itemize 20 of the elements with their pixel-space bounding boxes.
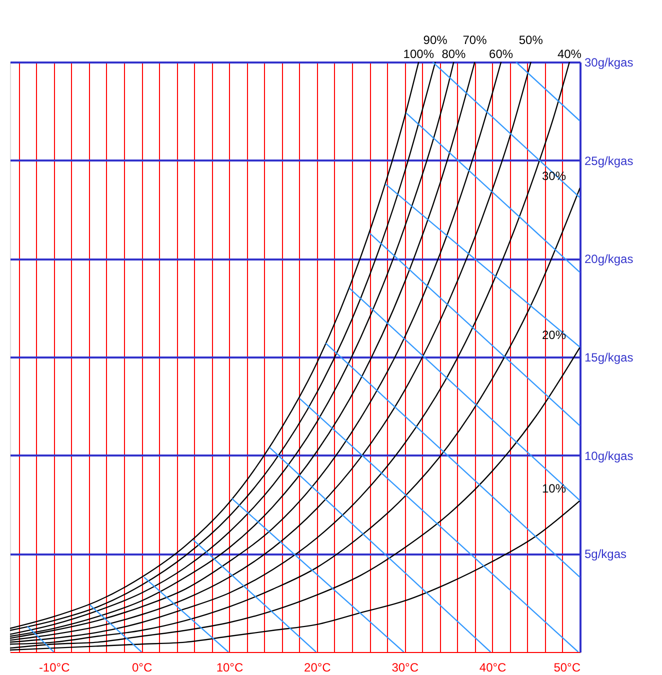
y-tick-label: 10g/kgas [584, 448, 634, 463]
x-tick-label: -10°C [38, 660, 70, 674]
x-tick-label: 40°C [479, 660, 507, 674]
annotation: 40% [557, 47, 582, 61]
y-tick-label: 25g/kgas [584, 154, 634, 168]
x-tick-label: 0°C [132, 660, 152, 674]
annotation: 100% [403, 47, 434, 61]
annotation: 70% [462, 33, 488, 47]
x-tick-label: 10°C [216, 660, 244, 674]
annotation: 90% [423, 33, 448, 47]
y-tick-label: 5g/kgas [584, 547, 627, 562]
x-tick-label: 20°C [304, 660, 332, 674]
x-tick-label: 50°C [554, 660, 581, 674]
x-tick-label: 30°C [392, 660, 419, 674]
y-tick-label: 20g/kgas [584, 252, 634, 266]
y-tick-label: 15g/kgas [584, 350, 634, 364]
annotation: 60% [489, 47, 514, 61]
annotation: 80% [442, 47, 466, 61]
annotation: 50% [518, 33, 544, 47]
y-tick-label: 30g/kgas [584, 56, 634, 70]
